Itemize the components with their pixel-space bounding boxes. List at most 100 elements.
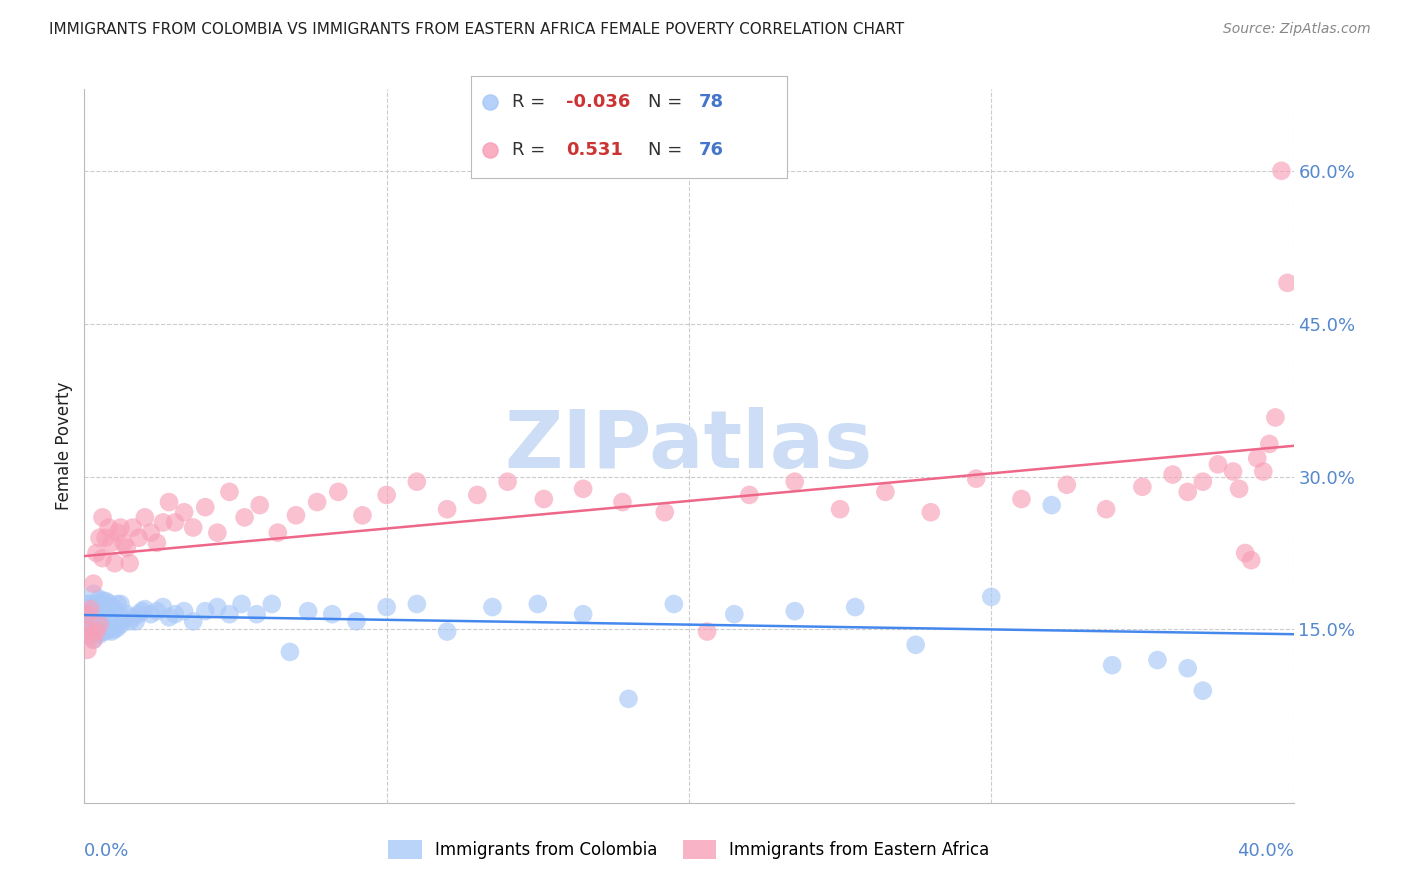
Point xyxy=(97,520,120,534)
Point xyxy=(107,620,129,634)
Point xyxy=(783,604,806,618)
Point xyxy=(612,495,634,509)
Point xyxy=(738,488,761,502)
Point xyxy=(375,600,398,615)
Point xyxy=(82,623,104,637)
Point xyxy=(89,617,111,632)
Point xyxy=(86,624,108,639)
Point xyxy=(1227,482,1250,496)
Point xyxy=(107,597,129,611)
Point xyxy=(436,624,458,639)
Point xyxy=(146,536,169,550)
Point xyxy=(572,482,595,496)
Point xyxy=(1011,491,1033,506)
Point xyxy=(76,597,98,611)
Point xyxy=(346,615,368,629)
Point xyxy=(173,505,195,519)
Point xyxy=(139,525,162,540)
Point xyxy=(278,645,301,659)
Point xyxy=(79,602,101,616)
Point xyxy=(91,610,114,624)
Point xyxy=(904,638,927,652)
Point xyxy=(89,531,111,545)
Point xyxy=(89,617,111,632)
Point xyxy=(131,604,153,618)
Point xyxy=(1258,437,1281,451)
Point xyxy=(94,594,117,608)
Point xyxy=(249,498,271,512)
Point xyxy=(965,472,987,486)
Point xyxy=(91,510,114,524)
Point xyxy=(173,604,195,618)
Point xyxy=(267,525,290,540)
Point xyxy=(94,531,117,545)
Point xyxy=(723,607,745,622)
Point xyxy=(1222,465,1244,479)
Point xyxy=(134,510,156,524)
Point xyxy=(82,612,104,626)
Point xyxy=(107,525,129,540)
Point xyxy=(481,600,503,615)
Point xyxy=(146,604,169,618)
Point xyxy=(1101,658,1123,673)
Point xyxy=(100,536,122,550)
Point xyxy=(406,597,429,611)
Point xyxy=(1040,498,1063,512)
Text: 40.0%: 40.0% xyxy=(1237,842,1294,860)
Point xyxy=(79,617,101,632)
Point xyxy=(91,594,114,608)
Text: 78: 78 xyxy=(699,94,724,112)
Point xyxy=(478,95,502,110)
Point xyxy=(181,520,204,534)
Point xyxy=(112,612,135,626)
Point xyxy=(1177,661,1199,675)
Point xyxy=(194,604,217,618)
Text: R =: R = xyxy=(512,141,557,159)
Point xyxy=(207,600,229,615)
Point xyxy=(527,597,550,611)
Point xyxy=(181,615,204,629)
Point xyxy=(533,491,555,506)
Point xyxy=(328,484,350,499)
Text: 76: 76 xyxy=(699,141,724,159)
Point xyxy=(128,607,150,622)
Point xyxy=(94,624,117,639)
Point xyxy=(406,475,429,489)
Point xyxy=(207,525,229,540)
Point xyxy=(662,597,685,611)
Point xyxy=(617,691,640,706)
Point xyxy=(82,576,104,591)
Point xyxy=(76,643,98,657)
Point xyxy=(79,627,101,641)
Point xyxy=(157,495,180,509)
Point xyxy=(233,510,256,524)
Point xyxy=(696,624,718,639)
Point xyxy=(307,495,329,509)
Text: 0.0%: 0.0% xyxy=(84,842,129,860)
Point xyxy=(97,596,120,610)
Point xyxy=(152,600,174,615)
Point xyxy=(1095,502,1118,516)
Legend: Immigrants from Colombia, Immigrants from Eastern Africa: Immigrants from Colombia, Immigrants fro… xyxy=(382,833,995,866)
Point xyxy=(1264,410,1286,425)
Point xyxy=(783,475,806,489)
Point xyxy=(134,602,156,616)
Point xyxy=(1234,546,1257,560)
Point xyxy=(139,607,162,622)
Point xyxy=(76,607,98,622)
Point xyxy=(104,556,127,570)
Point xyxy=(115,607,138,622)
Point xyxy=(654,505,676,519)
Point xyxy=(321,607,343,622)
Point xyxy=(97,623,120,637)
Point xyxy=(89,607,111,622)
Point xyxy=(118,556,141,570)
Point xyxy=(125,615,148,629)
Text: N =: N = xyxy=(648,141,688,159)
Point xyxy=(1056,477,1078,491)
Point xyxy=(830,502,852,516)
Text: Source: ZipAtlas.com: Source: ZipAtlas.com xyxy=(1223,22,1371,37)
Point xyxy=(100,624,122,639)
Point xyxy=(1192,475,1215,489)
Point xyxy=(375,488,398,502)
